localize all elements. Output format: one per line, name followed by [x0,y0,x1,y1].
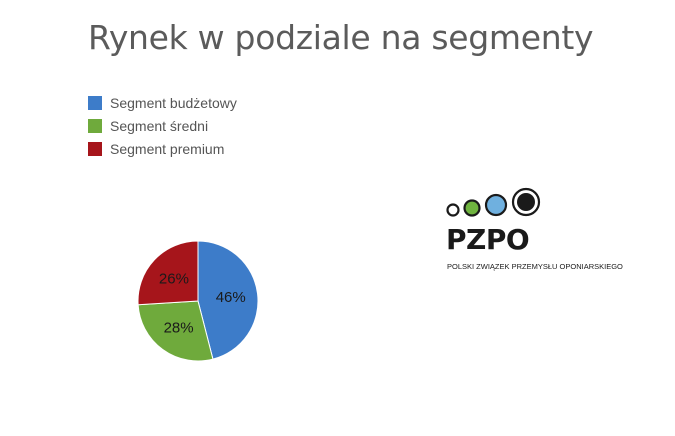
pie-label-budget: 46% [216,289,246,306]
pie-slice-premium [137,240,199,306]
legend-item-premium: Segment premium [88,137,237,160]
pie-chart: 46% 28% 26% [137,240,259,362]
legend-label-mid: Segment średni [110,117,209,134]
pie-label-mid: 28% [164,320,194,337]
legend-swatch-mid [88,118,102,133]
logo-circle-3 [484,193,508,217]
logo-circle-2 [463,199,481,217]
logo-circles [446,187,541,217]
legend-item-budget: Segment budżetowy [88,91,237,114]
slide-title: Rynek w podziale na segmenty [88,18,594,57]
logo-circle-4-core [517,193,535,211]
pie-label-premium: 26% [159,270,189,287]
legend-label-premium: Segment premium [110,140,225,157]
legend-label-budget: Segment budżetowy [110,94,237,111]
pzpo-logo: PZPO POLSKI ZWIĄZEK PRZEMYSŁU OPONIARSKI… [446,185,636,275]
logo-subtitle: POLSKI ZWIĄZEK PRZEMYSŁU OPONIARSKIEGO [447,262,623,271]
legend-swatch-premium [88,141,102,156]
logo-wordmark: PZPO [446,223,530,256]
legend-swatch-budget [88,95,102,110]
legend-item-mid: Segment średni [88,114,237,137]
pie-slice-mid [137,300,214,362]
chart-legend: Segment budżetowy Segment średni Segment… [88,91,237,160]
logo-circle-1 [446,203,460,217]
pie-slice-budget [197,240,259,360]
